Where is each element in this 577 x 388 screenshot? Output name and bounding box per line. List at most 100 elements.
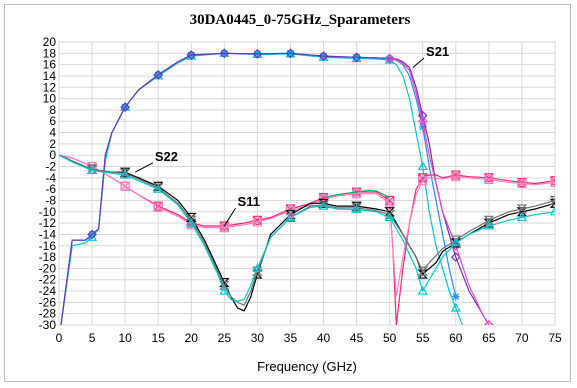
data-point (516, 212, 527, 222)
data-point (352, 189, 362, 199)
data-point (484, 174, 494, 185)
y-tick-label: 2 (49, 137, 56, 151)
data-point (451, 172, 461, 182)
annotation-pointer (134, 162, 154, 173)
series-line (59, 154, 555, 302)
y-tick-label: -28 (39, 307, 57, 321)
y-tick-label: 16 (43, 58, 57, 72)
y-tick-label: -10 (39, 205, 57, 219)
y-tick-label: -16 (39, 239, 57, 253)
data-point (252, 263, 263, 272)
x-tick-label: 75 (548, 331, 562, 345)
data-point (120, 181, 130, 191)
y-tick-label: -8 (45, 193, 56, 207)
data-point (351, 204, 362, 214)
y-tick-label: 6 (49, 114, 56, 128)
series-s22_c (59, 154, 555, 302)
data-point (483, 215, 495, 225)
data-point (418, 122, 427, 131)
data-point (186, 50, 197, 60)
y-tick-label: 18 (43, 46, 57, 60)
data-point (252, 217, 262, 227)
annotations: S21 S22 S11 (134, 44, 449, 227)
data-point (450, 237, 461, 247)
x-tick-label: 0 (56, 331, 63, 345)
data-point (351, 52, 362, 63)
x-axis: 0 5 10 15 20 25 30 35 40 45 50 55 60 65 70 75 (56, 331, 562, 345)
x-axis-label: Frequency (GHz) (257, 359, 357, 374)
x-tick-label: 30 (251, 331, 265, 345)
y-tick-label: 20 (43, 35, 57, 49)
y-tick-label: -26 (39, 295, 57, 309)
series-line (323, 189, 390, 199)
series-line (389, 58, 490, 325)
x-tick-label: 40 (317, 331, 331, 345)
data-point (549, 198, 555, 208)
annotation-pointer (223, 207, 236, 227)
data-point (549, 195, 555, 206)
data-point (186, 217, 197, 227)
y-tick-label: -20 (39, 261, 57, 275)
y-tick-label: -22 (39, 273, 57, 287)
x-tick-label: 15 (152, 331, 166, 345)
data-point (219, 48, 230, 59)
series-s11_c (323, 189, 390, 199)
y-tick-label: -4 (45, 171, 56, 185)
y-tick-label: -24 (39, 284, 57, 298)
y-tick-label: -30 (39, 318, 57, 332)
data-point (483, 220, 494, 230)
data-point (120, 101, 131, 111)
data-point (318, 200, 329, 210)
x-tick-label: 35 (284, 331, 298, 345)
data-point (252, 49, 263, 59)
y-tick-label: 0 (49, 148, 56, 162)
data-point (285, 212, 296, 222)
data-point (549, 206, 555, 216)
x-tick-label: 20 (185, 331, 199, 345)
data-point (417, 161, 428, 171)
plot-area (58, 41, 556, 326)
annotation-label: S22 (155, 149, 178, 164)
data-point (153, 183, 164, 193)
data-point (450, 302, 461, 312)
x-tick-label: 60 (449, 331, 463, 345)
data-point (120, 102, 130, 112)
y-tick-label: 10 (43, 92, 57, 106)
y-tick-label: 12 (43, 80, 57, 94)
y-tick-label: -14 (39, 227, 57, 241)
series-line (59, 154, 555, 312)
data-point (451, 292, 460, 301)
data-point (87, 165, 98, 175)
data-point (219, 285, 230, 295)
x-tick-label: 25 (218, 331, 232, 345)
grid (58, 41, 556, 326)
data-point (417, 285, 428, 295)
x-tick-label: 5 (89, 331, 96, 345)
data-point (450, 252, 461, 262)
data-point (219, 280, 230, 290)
annotation-pointer (412, 57, 425, 68)
data-point (417, 266, 429, 276)
data-point (384, 212, 395, 222)
data-point (550, 177, 555, 187)
data-point (384, 54, 395, 64)
data-point (120, 169, 131, 179)
y-axis: 20181614121086420-2-4-6-8-10-12-14-16-18… (39, 35, 57, 332)
annotation-label: S11 (238, 194, 260, 209)
y-tick-label: 4 (49, 126, 56, 140)
series-layer (59, 48, 555, 325)
y-tick-label: -6 (45, 182, 56, 196)
data-point (285, 48, 296, 59)
data-point (153, 69, 164, 80)
chart-title: 30DA0445_0-75GHz_Sparameters (190, 12, 411, 28)
x-tick-label: 50 (383, 331, 397, 345)
x-tick-label: 45 (350, 331, 364, 345)
y-tick-label: 14 (43, 69, 57, 83)
annotation-label: S21 (426, 44, 449, 59)
y-tick-label: -2 (45, 160, 56, 174)
data-point (418, 176, 428, 186)
x-tick-label: 65 (482, 331, 496, 345)
y-tick-label: 8 (49, 103, 56, 117)
data-point (153, 202, 163, 212)
data-point (484, 320, 494, 325)
